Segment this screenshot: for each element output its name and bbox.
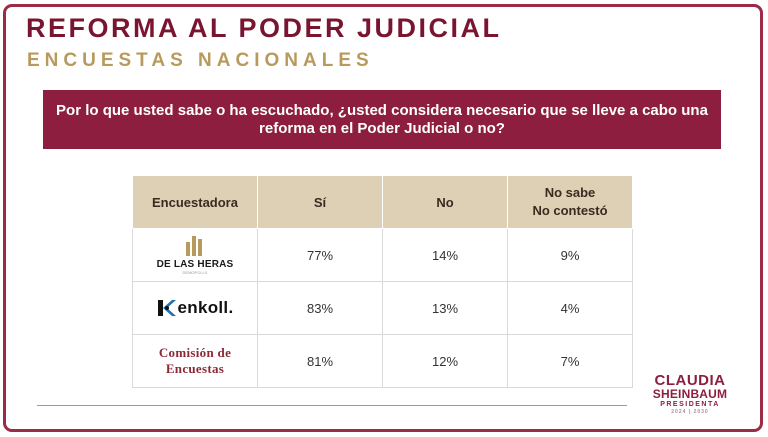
header-pollster: Encuestadora (132, 175, 258, 229)
pollster-cell: enkoll. (132, 281, 258, 335)
enkoll-logo: enkoll. (133, 298, 257, 318)
table-row: enkoll. 83% 13% 4% (132, 281, 633, 335)
comision-de-encuestas-logo: Comisión de Encuestas (133, 345, 257, 377)
building-icon (186, 235, 204, 256)
de-las-heras-logo-subtext: DEMOPOLLS (182, 269, 208, 275)
dont-know-cell: 7% (507, 334, 633, 388)
header-no: No (382, 175, 508, 229)
no-cell: 13% (382, 281, 508, 335)
brand-line2: SHEINBAUM (652, 387, 728, 401)
yes-cell: 83% (257, 281, 383, 335)
yes-cell: 81% (257, 334, 383, 388)
header-dont-know: No sabe No contestó (507, 175, 633, 229)
brand-line1: CLAUDIA (654, 372, 726, 389)
pollster-cell: DE LAS HERAS DEMOPOLLS (132, 228, 258, 282)
de-las-heras-logo-text: DE LAS HERAS (156, 258, 234, 270)
header-dont-know-line1: No sabe (544, 185, 596, 200)
page-subtitle: ENCUESTAS NACIONALES (27, 50, 374, 71)
question-banner: Por lo que usted sabe o ha escuchado, ¿u… (43, 90, 721, 149)
poll-results-table: Encuestadora Sí No No sabe No contestó D… (132, 175, 633, 388)
de-las-heras-logo: DE LAS HERAS DEMOPOLLS (133, 235, 257, 275)
brand-line4: 2024 | 2030 (671, 409, 709, 415)
no-cell: 12% (382, 334, 508, 388)
brand-line3: PRESIDENTA (660, 401, 720, 408)
table-header-row: Encuestadora Sí No No sabe No contestó (132, 175, 633, 229)
pollster-cell: Comisión de Encuestas (132, 334, 258, 388)
header-dont-know-line2: No contestó (532, 203, 608, 218)
yes-cell: 77% (257, 228, 383, 282)
dont-know-cell: 4% (507, 281, 633, 335)
header-yes: Sí (257, 175, 383, 229)
brand-logo: CLAUDIA SHEINBAUM PRESIDENTA 2024 | 2030 (646, 373, 734, 415)
dont-know-cell: 9% (507, 228, 633, 282)
comision-logo-line2: Encuestas (165, 361, 225, 376)
no-cell: 14% (382, 228, 508, 282)
page-title: REFORMA AL PODER JUDICIAL (26, 13, 502, 43)
enkoll-logo-text: enkoll. (177, 298, 234, 317)
table-row: DE LAS HERAS DEMOPOLLS 77% 14% 9% (132, 228, 633, 282)
question-text: Por lo que usted sabe o ha escuchado, ¿u… (56, 101, 708, 137)
enkoll-k-icon (157, 299, 177, 317)
table-row: Comisión de Encuestas 81% 12% 7% (132, 334, 633, 388)
footer-divider (37, 405, 627, 406)
comision-logo-line1: Comisión de (158, 345, 232, 360)
